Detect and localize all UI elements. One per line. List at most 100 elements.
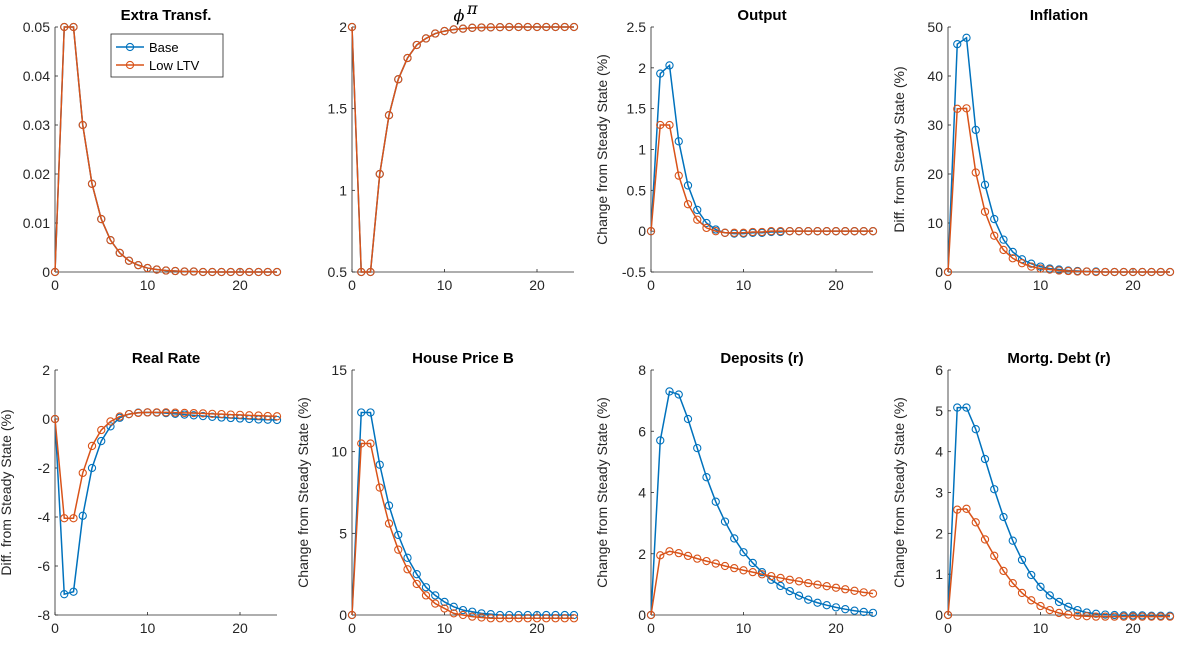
data-point: [693, 554, 702, 563]
data-point: [831, 583, 841, 592]
y-tick-label: 0: [638, 607, 646, 623]
series-line: [650, 63, 873, 235]
y-tick-label: 15: [331, 362, 347, 378]
data-point: [859, 607, 868, 617]
data-point: [198, 267, 208, 277]
data-point: [1156, 612, 1165, 621]
y-tick-label: 0.03: [23, 117, 50, 133]
data-point: [702, 556, 711, 566]
panel-1: 0 10 20 0 0.01 0.02 0.03 0.04 0.05 Extra Transf. B…: [23, 7, 282, 293]
data-point: [272, 412, 282, 421]
series-line: [947, 406, 1170, 617]
data-point: [78, 468, 87, 478]
y-tick-label: 5: [935, 403, 943, 419]
data-point: [971, 125, 980, 135]
data-point: [1045, 605, 1054, 615]
data-point: [226, 410, 235, 419]
y-tick-label: 2.5: [627, 19, 647, 35]
y-tick-label: -0.5: [622, 264, 646, 280]
data-point: [523, 614, 532, 623]
series-line: [650, 550, 874, 616]
y-tick-label: 4: [638, 485, 646, 501]
data-point: [813, 227, 822, 236]
data-point: [785, 227, 794, 236]
data-point: [69, 514, 78, 523]
data-point: [1091, 612, 1101, 621]
y-tick-label: 3: [935, 485, 943, 501]
data-point: [217, 409, 226, 419]
x-tick-label: 0: [647, 620, 655, 636]
data-point: [569, 614, 579, 623]
y-tick-label: 1.5: [328, 101, 348, 117]
y-tick-label: 2: [638, 546, 646, 562]
y-tick-label: 10: [927, 215, 943, 231]
panel-title-superscript: π: [466, 0, 478, 18]
y-tick-label: -4: [38, 509, 51, 525]
x-tick-label: 20: [232, 277, 248, 293]
series-line: [54, 411, 278, 519]
y-tick-label: 4: [935, 444, 943, 460]
data-point: [97, 214, 106, 224]
data-point: [693, 215, 702, 224]
data-point: [384, 519, 394, 528]
data-point: [106, 417, 115, 426]
x-tick-label: 0: [348, 620, 356, 636]
data-point: [421, 591, 431, 600]
panel-title: Mortg. Debt (r): [1007, 350, 1110, 367]
data-point: [1008, 579, 1017, 588]
panel-4: 0 10 20 0 10 20 30 40 50 Inflation Diff. from Stea…: [891, 7, 1175, 293]
data-point: [375, 460, 384, 469]
series-low-ltv: [347, 22, 579, 277]
y-tick-label: 1: [339, 182, 347, 198]
y-tick-label: 20: [927, 166, 943, 182]
data-point: [1064, 266, 1073, 276]
data-point: [785, 586, 794, 596]
data-point: [198, 411, 208, 421]
data-point: [962, 504, 971, 513]
data-point: [674, 390, 683, 399]
data-point: [1091, 267, 1101, 277]
series-line: [650, 124, 873, 234]
data-point: [804, 579, 813, 588]
data-point: [60, 590, 69, 599]
data-point: [1101, 612, 1110, 621]
data-point: [449, 602, 458, 611]
data-point: [665, 387, 674, 396]
data-point: [785, 575, 794, 584]
panel-8: 0 10 20 0 1 2 3 4 5 6 Mortg. Debt (r) Change from S…: [891, 350, 1175, 636]
data-point: [1045, 591, 1054, 600]
data-point: [757, 570, 767, 579]
data-point: [1027, 262, 1036, 271]
data-point: [656, 120, 665, 130]
series-line: [351, 26, 574, 273]
data-point: [953, 505, 962, 514]
y-tick-label: 40: [927, 68, 943, 84]
data-point: [124, 256, 134, 265]
data-point: [656, 436, 665, 445]
data-point: [665, 547, 674, 556]
series-line: [54, 411, 278, 596]
y-tick-label: 0: [42, 264, 50, 280]
x-tick-label: 0: [647, 277, 655, 293]
data-point: [560, 614, 569, 623]
data-point: [124, 409, 134, 419]
x-tick-label: 20: [828, 620, 844, 636]
data-point: [449, 609, 458, 618]
data-point: [730, 228, 739, 237]
x-tick-label: 0: [944, 620, 952, 636]
y-tick-label: -6: [38, 558, 51, 574]
data-point: [1017, 555, 1027, 565]
x-tick-label: 20: [1125, 277, 1141, 293]
data-point: [1036, 582, 1045, 591]
data-point: [87, 441, 97, 451]
y-tick-label: 2: [638, 60, 646, 76]
data-point: [841, 227, 850, 236]
data-point: [868, 227, 878, 236]
data-point: [394, 75, 403, 84]
panel-title: Output: [737, 7, 786, 24]
data-point: [656, 551, 665, 560]
data-point: [868, 589, 878, 598]
data-point: [962, 33, 971, 42]
data-point: [674, 171, 683, 180]
